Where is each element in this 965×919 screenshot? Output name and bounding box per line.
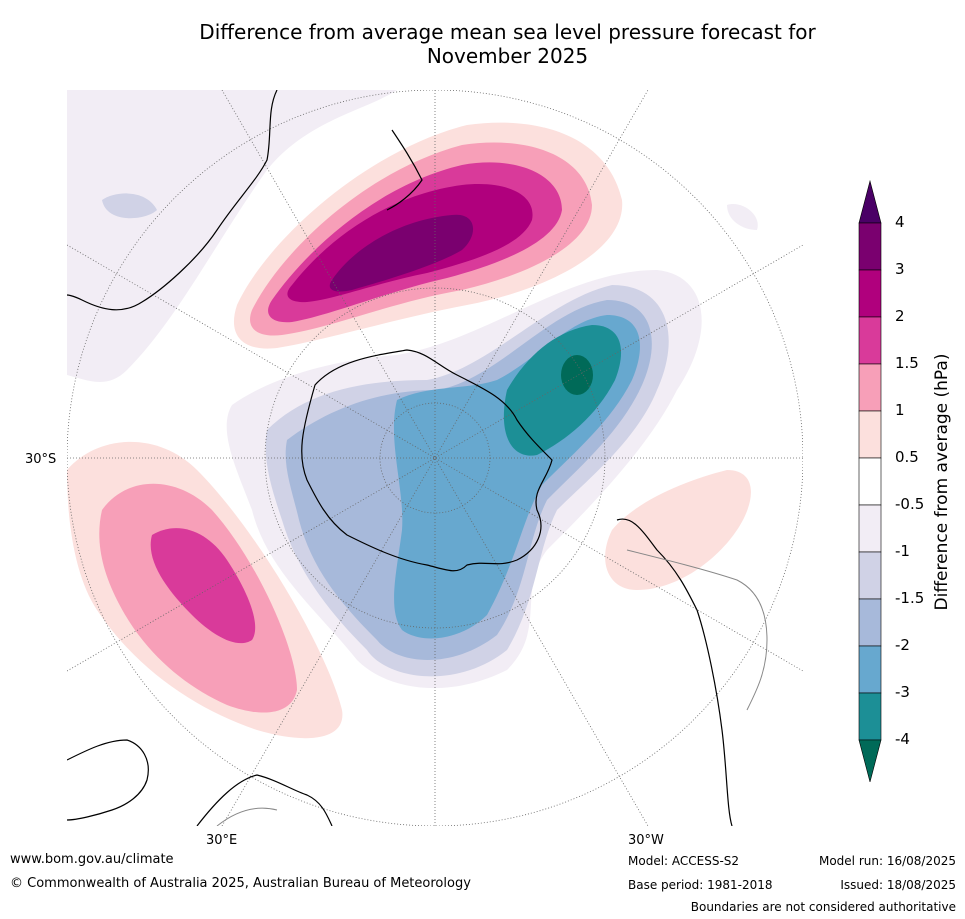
colorbar-segment	[858, 645, 882, 694]
colorbar-tick-label: -3	[895, 683, 910, 701]
colorbar-tick-label: -0.5	[895, 495, 925, 513]
colorbar-segment	[858, 222, 882, 271]
positive-anomaly-indian	[67, 441, 343, 739]
colorbar-segment	[858, 457, 882, 506]
footer-model-run: Model run: 16/08/2025	[818, 854, 956, 868]
colorbar-tick-label: 3	[895, 260, 905, 278]
polar-map	[67, 90, 803, 826]
footer-base-period: Base period: 1981-2018	[628, 878, 773, 892]
colorbar-segment	[858, 598, 882, 647]
colorbar-segment	[858, 410, 882, 459]
positive-anomaly-pacific	[233, 122, 623, 349]
colorbar-segment	[858, 363, 882, 412]
footer-model: Model: ACCESS-S2	[628, 854, 740, 868]
footer-copyright: © Commonwealth of Australia 2025, Austra…	[10, 876, 471, 891]
country-borders	[216, 549, 768, 826]
colorbar-tick-label: -1	[895, 542, 910, 560]
colorbar-tick-label: -4	[895, 730, 910, 748]
colorbar-tick-label: 4	[895, 213, 905, 231]
colorbar-tick-label: 0.5	[895, 448, 919, 466]
colorbar-tick-label: -1.5	[895, 589, 925, 607]
colorbar	[858, 179, 898, 786]
colorbar-tick-label: 1.5	[895, 354, 919, 372]
footer-website: www.bom.gov.au/climate	[10, 852, 174, 867]
colorbar-extend-top	[858, 179, 882, 224]
label-lat-30s: 30°S	[25, 452, 57, 467]
colorbar-tick-label: -2	[895, 636, 910, 654]
title-line-2: November 2025	[426, 44, 589, 68]
positive-anomaly-atlantic	[605, 470, 751, 590]
colorbar-title: Difference from average (hPa)	[932, 353, 952, 611]
footer-issued: Issued: 18/08/2025	[840, 878, 956, 892]
label-lon-30w: 30°W	[628, 833, 664, 848]
footer-disclaimer: Boundaries are not considered authoritat…	[690, 900, 956, 914]
chart-title: Difference from average mean sea level p…	[120, 20, 895, 68]
negative-anomaly-core	[265, 285, 669, 677]
title-line-1: Difference from average mean sea level p…	[199, 20, 816, 44]
colorbar-tick-label: 1	[895, 401, 905, 419]
colorbar-segment	[858, 316, 882, 365]
colorbar-segment	[858, 551, 882, 600]
colorbar-tick-label: 2	[895, 307, 905, 325]
graticule	[67, 90, 803, 826]
colorbar-segment	[858, 692, 882, 741]
coastlines	[67, 90, 733, 826]
label-lon-30e: 30°E	[206, 833, 238, 848]
colorbar-extend-bottom	[858, 739, 882, 784]
colorbar-segment	[858, 269, 882, 318]
colorbar-segment	[858, 504, 882, 553]
